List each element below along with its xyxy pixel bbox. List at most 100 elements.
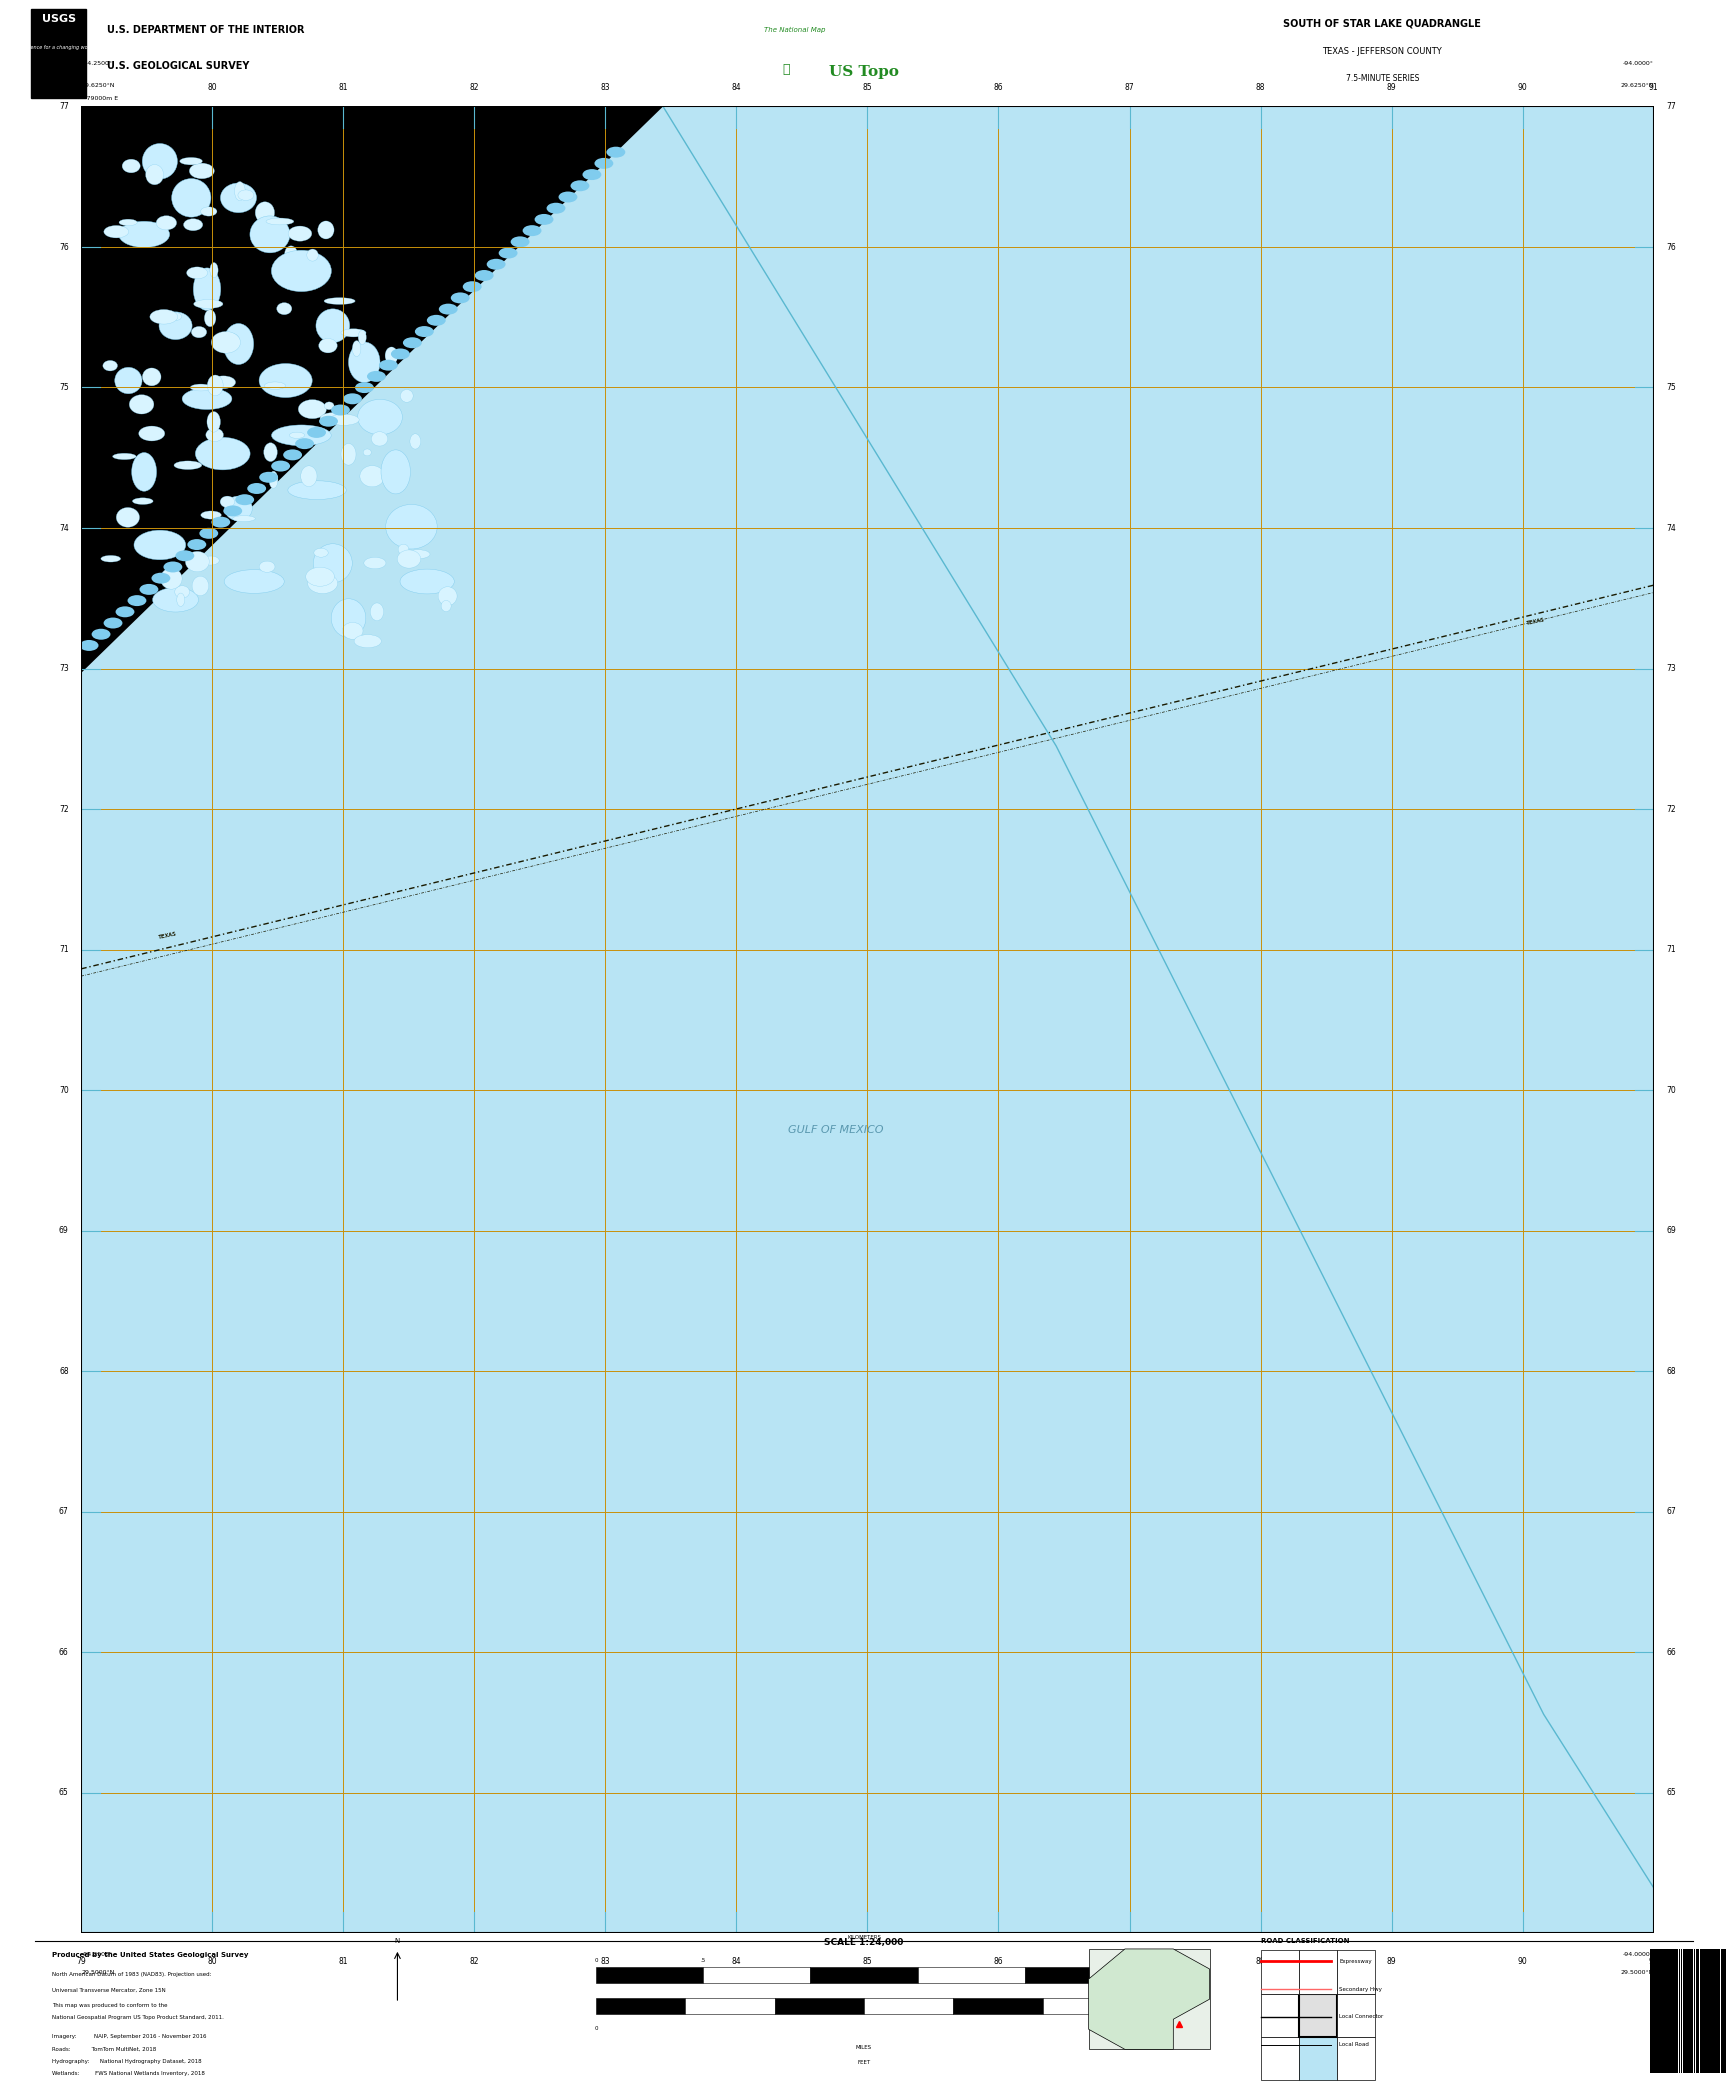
Ellipse shape bbox=[318, 338, 337, 353]
Bar bbox=[774, 1998, 864, 2013]
Text: 67: 67 bbox=[59, 1508, 69, 1516]
Text: 70: 70 bbox=[59, 1086, 69, 1094]
Text: 70: 70 bbox=[1666, 1086, 1676, 1094]
Bar bbox=[1299, 1994, 1337, 2038]
Ellipse shape bbox=[92, 628, 111, 639]
Ellipse shape bbox=[308, 426, 327, 438]
Ellipse shape bbox=[116, 507, 140, 528]
Ellipse shape bbox=[325, 401, 334, 409]
Bar bbox=[810, 1967, 918, 1984]
Ellipse shape bbox=[219, 497, 235, 507]
Bar bbox=[596, 1998, 686, 2013]
Text: GULF OF MEXICO: GULF OF MEXICO bbox=[788, 1125, 883, 1134]
Ellipse shape bbox=[190, 163, 214, 180]
Text: 91: 91 bbox=[1649, 84, 1659, 92]
Ellipse shape bbox=[218, 332, 240, 347]
Text: Local Connector: Local Connector bbox=[1339, 2015, 1384, 2019]
Text: ROAD CLASSIFICATION: ROAD CLASSIFICATION bbox=[1261, 1938, 1350, 1944]
Text: 83: 83 bbox=[601, 84, 610, 92]
Ellipse shape bbox=[116, 606, 135, 618]
Text: SCALE 1:24,000: SCALE 1:24,000 bbox=[824, 1938, 904, 1948]
Text: 68: 68 bbox=[59, 1368, 69, 1376]
Ellipse shape bbox=[211, 376, 235, 388]
Text: TEXAS - JEFFERSON COUNTY: TEXAS - JEFFERSON COUNTY bbox=[1322, 46, 1443, 56]
Bar bbox=[703, 1967, 810, 1984]
Ellipse shape bbox=[359, 466, 385, 487]
Ellipse shape bbox=[308, 572, 337, 593]
Bar bbox=[1659, 1948, 1664, 2073]
Ellipse shape bbox=[391, 349, 410, 359]
Ellipse shape bbox=[114, 367, 142, 395]
Text: 79: 79 bbox=[76, 84, 86, 92]
Ellipse shape bbox=[266, 217, 294, 226]
Ellipse shape bbox=[397, 545, 410, 555]
Text: 82: 82 bbox=[470, 84, 479, 92]
Ellipse shape bbox=[145, 165, 164, 184]
Ellipse shape bbox=[131, 453, 157, 491]
Ellipse shape bbox=[150, 309, 178, 324]
Bar bbox=[596, 1967, 703, 1984]
Ellipse shape bbox=[410, 434, 420, 449]
Ellipse shape bbox=[204, 309, 216, 326]
Text: 90: 90 bbox=[1517, 1956, 1528, 1967]
Text: 7.5-MINUTE SERIES: 7.5-MINUTE SERIES bbox=[1346, 75, 1419, 84]
Text: 89: 89 bbox=[1388, 1956, 1396, 1967]
Bar bbox=[1669, 1948, 1673, 2073]
Ellipse shape bbox=[104, 618, 123, 628]
Ellipse shape bbox=[427, 315, 446, 326]
Ellipse shape bbox=[534, 213, 553, 226]
Ellipse shape bbox=[354, 382, 373, 393]
Ellipse shape bbox=[439, 587, 458, 606]
Text: Hydrography:      National Hydrography Dataset, 2018: Hydrography: National Hydrography Datase… bbox=[52, 2059, 202, 2063]
Bar bbox=[1695, 1948, 1699, 2073]
Ellipse shape bbox=[152, 587, 199, 612]
Ellipse shape bbox=[171, 180, 211, 217]
Ellipse shape bbox=[194, 299, 223, 309]
Ellipse shape bbox=[112, 453, 137, 459]
Bar bbox=[1042, 1998, 1132, 2013]
Text: -94.0000°: -94.0000° bbox=[1623, 1952, 1654, 1956]
Text: Secondary Hwy: Secondary Hwy bbox=[1339, 1986, 1382, 1992]
Ellipse shape bbox=[238, 190, 254, 200]
Ellipse shape bbox=[378, 359, 397, 372]
Ellipse shape bbox=[441, 601, 451, 612]
Ellipse shape bbox=[192, 576, 209, 595]
Bar bbox=[1704, 1948, 1707, 2073]
Text: 1: 1 bbox=[1130, 1959, 1134, 1963]
Ellipse shape bbox=[511, 236, 529, 246]
Ellipse shape bbox=[385, 347, 397, 363]
Text: 72: 72 bbox=[59, 804, 69, 814]
Ellipse shape bbox=[207, 376, 223, 397]
Text: Imagery:          NAIP, September 2016 - November 2016: Imagery: NAIP, September 2016 - November… bbox=[52, 2034, 206, 2038]
Ellipse shape bbox=[285, 246, 297, 261]
Bar bbox=[1700, 1948, 1702, 2073]
Ellipse shape bbox=[320, 411, 351, 424]
Ellipse shape bbox=[200, 207, 218, 215]
Ellipse shape bbox=[271, 461, 290, 472]
Text: North American Datum of 1983 (NAD83). Projection used:: North American Datum of 1983 (NAD83). Pr… bbox=[52, 1971, 211, 1977]
Text: 88: 88 bbox=[1256, 1956, 1265, 1967]
Text: 69: 69 bbox=[1666, 1226, 1676, 1236]
Ellipse shape bbox=[270, 472, 278, 489]
Ellipse shape bbox=[176, 593, 185, 606]
Bar bbox=[1652, 1948, 1655, 2073]
Ellipse shape bbox=[128, 595, 147, 606]
Text: Expressway: Expressway bbox=[1339, 1959, 1372, 1965]
Ellipse shape bbox=[247, 482, 266, 495]
Ellipse shape bbox=[316, 309, 349, 342]
Ellipse shape bbox=[200, 512, 221, 520]
Ellipse shape bbox=[370, 603, 384, 620]
Ellipse shape bbox=[176, 551, 194, 562]
Ellipse shape bbox=[397, 549, 420, 568]
Bar bbox=[918, 1967, 1025, 1984]
Text: .5: .5 bbox=[700, 1959, 707, 1963]
Bar bbox=[1299, 1950, 1337, 1994]
Ellipse shape bbox=[349, 342, 380, 382]
Ellipse shape bbox=[235, 182, 245, 200]
Text: 🌲: 🌲 bbox=[783, 63, 790, 75]
Text: science for a changing world: science for a changing world bbox=[24, 46, 93, 50]
Ellipse shape bbox=[223, 505, 242, 516]
Ellipse shape bbox=[209, 263, 218, 278]
Ellipse shape bbox=[463, 282, 482, 292]
Ellipse shape bbox=[332, 405, 351, 416]
